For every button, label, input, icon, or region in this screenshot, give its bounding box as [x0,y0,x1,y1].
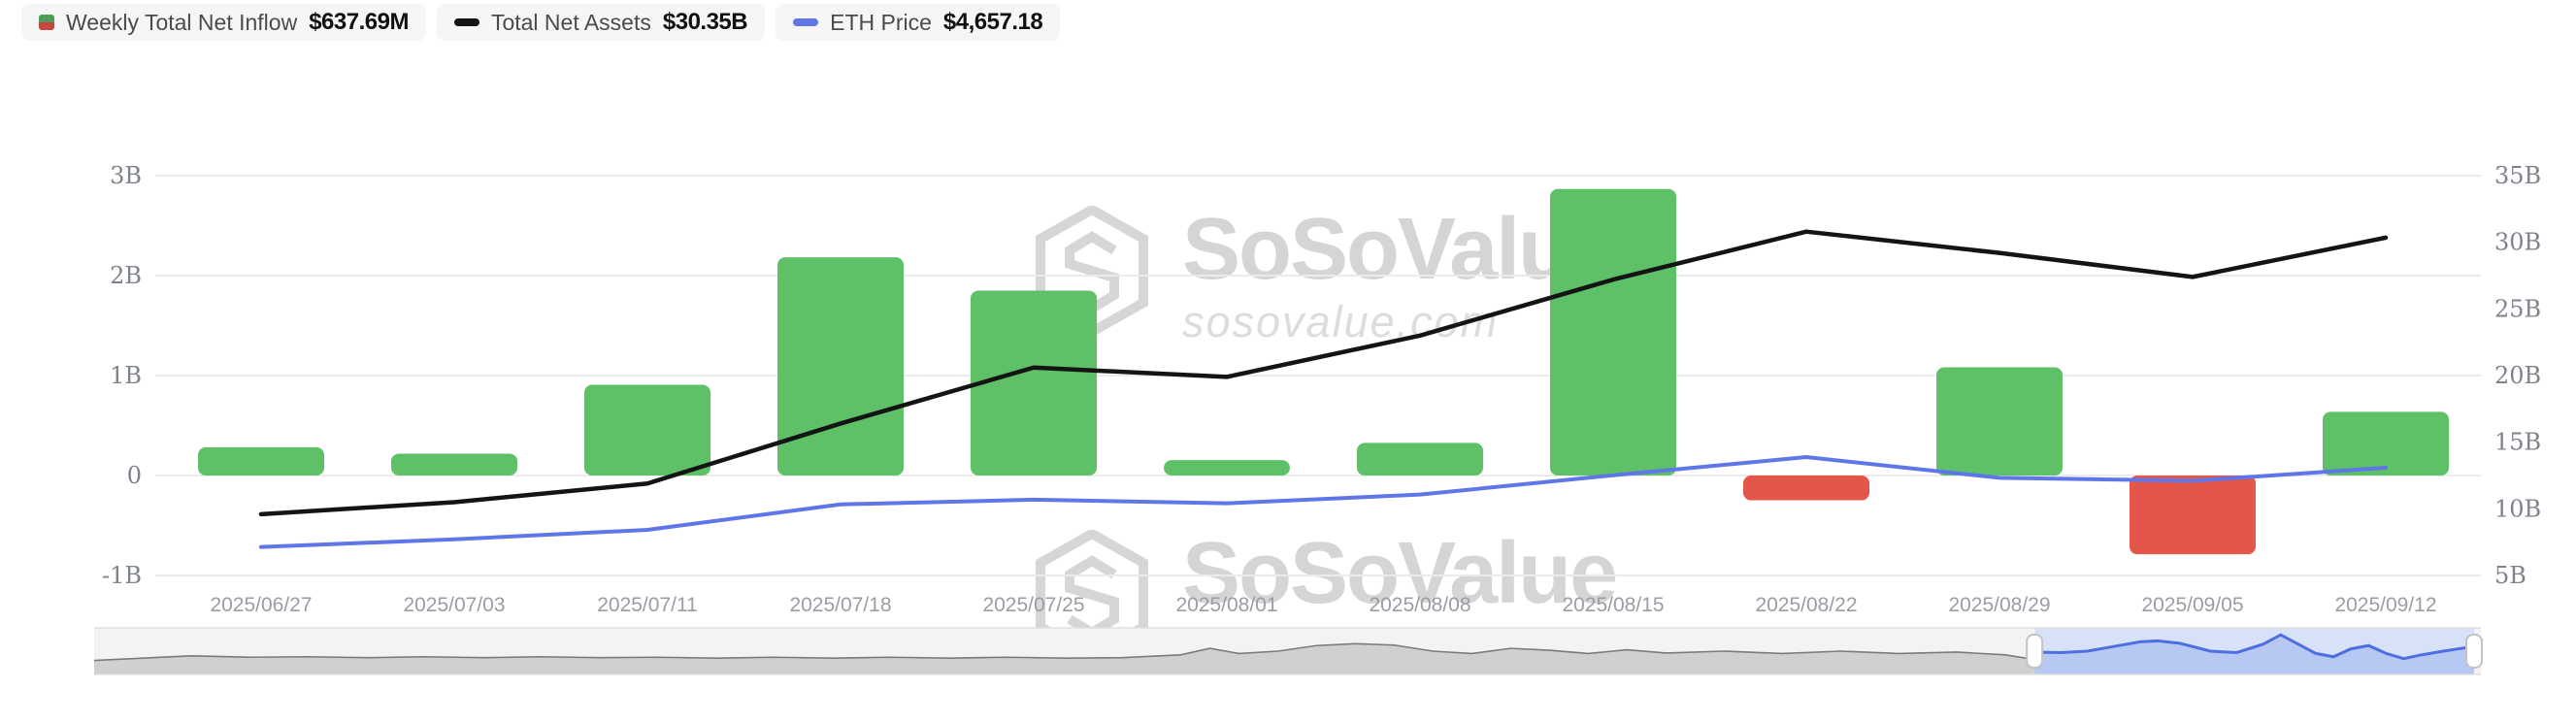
inflow-candle-icon [39,15,54,30]
navigator-line-selected [2034,633,2475,661]
left-axis-tick-label: 2B [110,262,142,289]
date-label: 2025/07/18 [789,594,891,616]
legend-item-weekly-net-inflow[interactable]: Weekly Total Net Inflow $637.69M [21,4,426,41]
inflow-bar-2025/08/15[interactable] [1550,188,1676,476]
navigator-line-unselected [93,642,2035,662]
legend-item-eth-price[interactable]: ETH Price $4,657.18 [776,4,1061,41]
date-label: 2025/07/03 [403,594,505,616]
inflow-bar-2025/09/05[interactable] [2130,476,2256,555]
inflow-bar-2025/08/08[interactable] [1357,443,1483,476]
right-axis-tick-label: 5B [2494,562,2526,589]
legend-label: Weekly Total Net Inflow [66,9,298,35]
right-axis-tick-label: 20B [2494,362,2541,389]
nav-right-handle[interactable] [2465,634,2483,669]
legend-label: ETH Price [830,9,932,35]
eth-price-line-icon [793,18,819,26]
date-label: 2025/08/22 [1755,594,1857,616]
right-axis-tick-label: 10B [2494,495,2541,522]
date-label: 2025/08/29 [1948,594,2050,616]
net-assets-line [258,229,2389,517]
legend-value: $30.35B [662,9,748,35]
date-label: 2025/08/01 [1175,594,1277,616]
inflow-bar-2025/07/18[interactable] [777,257,904,476]
date-label: 2025/08/15 [1562,594,1664,616]
right-axis-tick-label: 30B [2494,229,2541,256]
legend-value: $637.69M [309,9,409,35]
inflow-bar-2025/09/12[interactable] [2323,411,2449,476]
date-label: 2025/08/08 [1369,594,1470,616]
date-label: 2025/09/05 [2141,594,2243,616]
eth-price-line [259,455,2388,549]
inflow-bar-2025/07/25[interactable] [971,290,1097,476]
date-label: 2025/06/27 [210,594,312,616]
date-label: 2025/07/11 [597,594,698,616]
inflow-bar-2025/08/22[interactable] [1743,476,1869,501]
date-label: 2025/07/25 [982,594,1084,616]
left-axis-tick-label: 3B [110,162,142,189]
nav-left-handle[interactable] [2026,634,2044,669]
inflow-bar-2025/08/01[interactable] [1164,460,1290,476]
inflow-bar-2025/07/03[interactable] [391,453,517,476]
legend: Weekly Total Net Inflow $637.69M Total N… [21,4,1061,41]
left-axis-tick-label: 0 [127,462,142,489]
legend-label: Total Net Assets [490,9,651,35]
net-assets-line-icon [453,18,479,26]
inflow-bar-2025/08/29[interactable] [1936,367,2063,476]
inflow-bar-2025/06/27[interactable] [198,446,324,476]
navigator-area-unselected[interactable] [94,643,2035,674]
left-axis-tick-label: 1B [110,362,142,389]
legend-value: $4,657.18 [942,9,1043,35]
right-axis-tick-label: 15B [2494,429,2541,456]
legend-item-total-net-assets[interactable]: Total Net Assets $30.35B [436,4,766,41]
date-label: 2025/09/12 [2334,594,2436,616]
right-axis-tick-label: 25B [2494,295,2541,322]
inflow-bar-2025/07/11[interactable] [584,384,710,476]
navigator-area-selected[interactable] [2034,635,2474,674]
right-axis-tick-label: 35B [2494,162,2541,189]
left-axis-tick-label: -1B [102,562,142,589]
